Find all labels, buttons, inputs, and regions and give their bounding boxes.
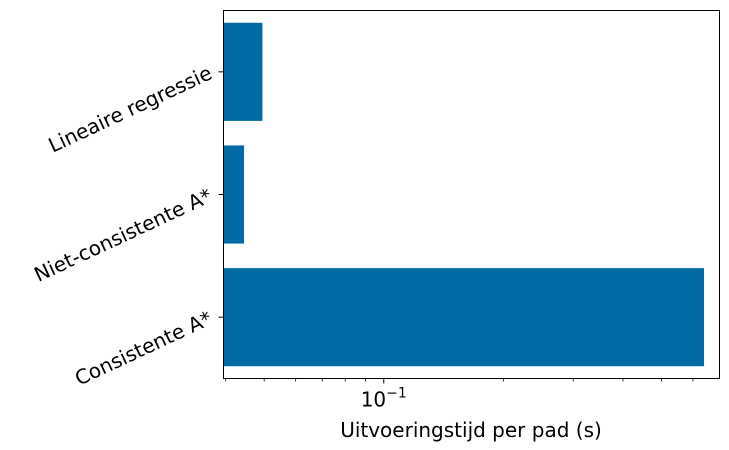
bar-3 [223, 22, 263, 121]
bar-1 [223, 268, 705, 367]
bars-group [223, 22, 705, 367]
bar-2 [223, 145, 245, 244]
plot-frame [223, 10, 720, 379]
x-tick-label: 10−1 [361, 386, 407, 412]
x-axis-label: Uitvoeringstijd per pad (s) [340, 418, 602, 442]
